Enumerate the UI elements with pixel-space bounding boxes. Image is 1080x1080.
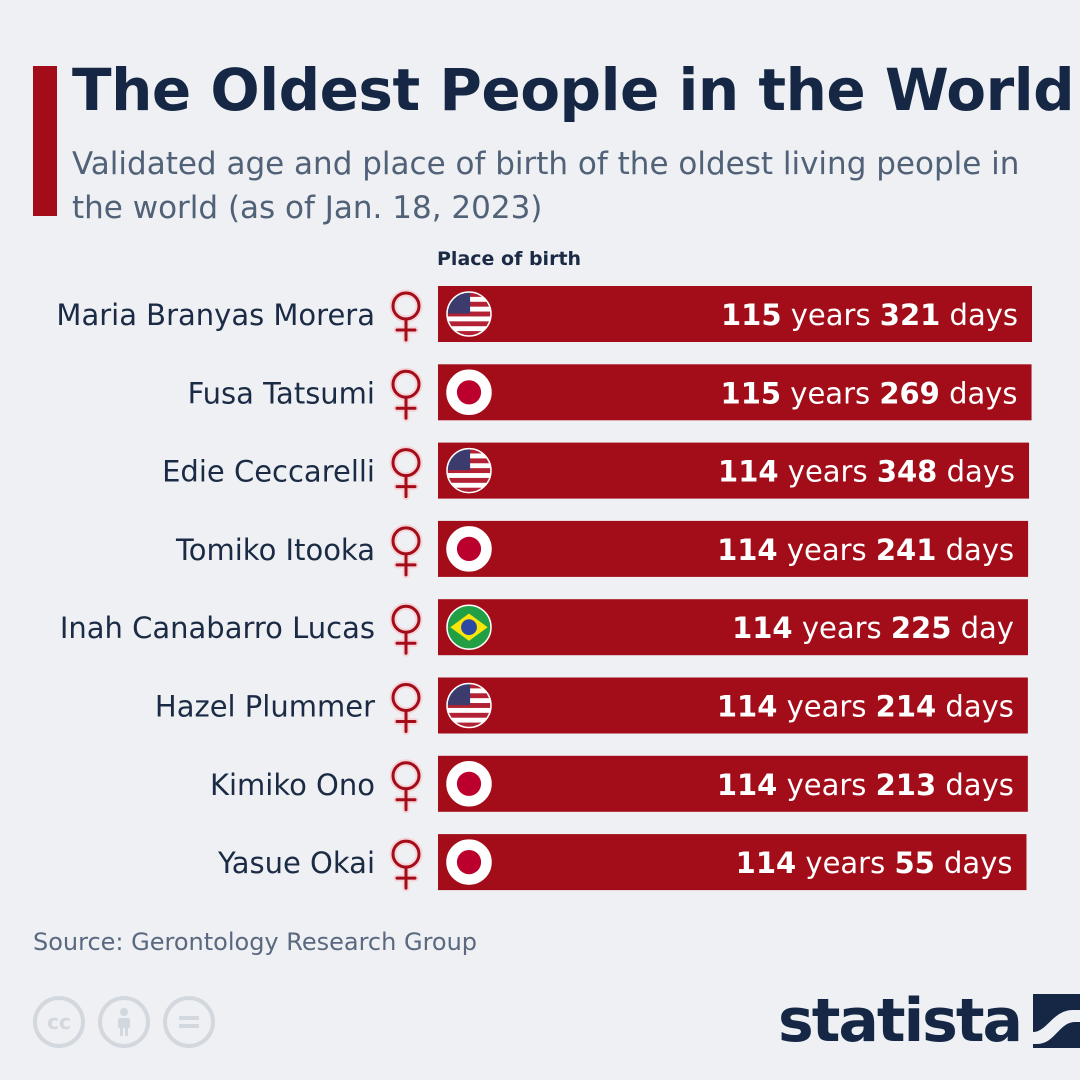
flag-japan-icon (446, 526, 492, 572)
bar (438, 520, 1029, 577)
flag-stripe (447, 717, 491, 723)
bar (438, 834, 1027, 891)
attribution-icon[interactable] (98, 996, 150, 1048)
female-circle (391, 761, 421, 791)
female-circle (391, 683, 421, 712)
flag-stripe (447, 707, 491, 714)
female-circle (391, 369, 421, 399)
flag-stripe (447, 468, 491, 474)
flag-stripe (447, 326, 491, 332)
flag-stripe (447, 321, 491, 327)
source-note: Source: Gerontology Research Group (33, 928, 478, 956)
flag-stripe (447, 712, 491, 719)
chart-row: Fusa Tatsumi 115 years 269 days (188, 364, 1032, 422)
flag-sun (456, 536, 482, 562)
flag-japan-icon (446, 761, 492, 807)
bar (438, 364, 1032, 421)
flag-stripe (447, 482, 491, 489)
flag-united-states-icon (446, 682, 492, 729)
flag-japan-icon (446, 369, 492, 416)
flag-united-states-icon (446, 447, 492, 494)
female-symbol-icon (389, 524, 423, 579)
female-circle (391, 839, 421, 869)
flag-ring (446, 369, 492, 416)
female-circle (391, 604, 421, 634)
data-label: 114 years 241 days (717, 533, 1014, 567)
flag-stripe (447, 331, 491, 336)
flag-stripe (447, 703, 491, 709)
bar (438, 442, 1030, 499)
flag-ring (446, 682, 492, 729)
flag-stripe (447, 311, 491, 317)
category-label: Edie Ceccarelli (162, 455, 375, 489)
female-symbol-icon (389, 446, 423, 501)
female-circle (391, 448, 421, 478)
data-label: 114 years 348 days (718, 455, 1015, 489)
category-label: Inah Canabarro Lucas (60, 611, 375, 645)
flag-ring (446, 447, 492, 494)
license-icons: cc (33, 996, 215, 1048)
female-symbol-icon (389, 759, 423, 814)
flag-brazil-icon (446, 604, 492, 650)
category-label: Kimiko Ono (210, 768, 375, 802)
statista-logo-icon (1033, 994, 1080, 1048)
statista-logo[interactable]: statista (778, 986, 1080, 1056)
data-label: 115 years 269 days (721, 376, 1018, 410)
flag-sun (456, 380, 482, 405)
flag-sun (456, 850, 482, 875)
creative-commons-icon[interactable]: cc (33, 996, 85, 1048)
chart-row: Tomiko Itooka 114 years 241 days (175, 520, 1029, 579)
flag-ring (446, 604, 492, 650)
chart-row: Maria Branyas Morera 115 years 321 days (56, 286, 1032, 344)
flag-ring (446, 526, 492, 572)
category-label: Hazel Plummer (155, 690, 375, 724)
chart-title: The Oldest People in the World (72, 56, 1075, 124)
chart-row: Edie Ceccarelli 114 years 348 days (162, 442, 1030, 501)
female-circle (391, 291, 421, 321)
chart-row: Yasue Okai 114 years 55 days (217, 834, 1027, 892)
flag-ring (446, 839, 492, 885)
chart-row: Kimiko Ono 114 years 213 days (210, 755, 1028, 814)
brand-name: statista (778, 986, 1023, 1056)
chart-row: Hazel Plummer 114 years 214 days (155, 677, 1028, 735)
flag-stripe (447, 487, 491, 493)
bar (438, 677, 1028, 734)
data-label: 114 years 214 days (717, 690, 1014, 724)
chart-subtitle: Validated age and place of birth of the … (72, 146, 1020, 226)
female-symbol-icon (389, 289, 423, 344)
bar-chart: Maria Branyas Morera 115 years 321 days Fu… (56, 286, 1032, 892)
title-accent-bar (33, 66, 57, 216)
flag-stripe (447, 316, 491, 322)
data-label: 114 years 213 days (717, 768, 1014, 802)
flag-stripe (447, 473, 491, 479)
bar (438, 286, 1032, 342)
flag-ring (446, 761, 492, 807)
flag-globe (461, 619, 477, 636)
flag-stripe (447, 722, 491, 728)
female-symbol-icon (389, 367, 423, 422)
flag-united-states-icon (446, 291, 492, 337)
category-label: Fusa Tatsumi (188, 376, 375, 410)
female-circle (391, 526, 421, 556)
no-derivatives-icon[interactable] (163, 996, 215, 1048)
data-label: 114 years 225 day (732, 611, 1014, 645)
female-symbol-icon (389, 681, 423, 735)
bar (438, 599, 1028, 656)
flag-stripe (447, 477, 491, 484)
category-label: Yasue Okai (217, 846, 375, 880)
female-symbol-icon (389, 837, 423, 892)
flag-sun (456, 771, 482, 796)
flag-ring (446, 291, 492, 337)
data-label: 114 years 55 days (736, 846, 1013, 880)
bar (438, 755, 1028, 812)
female-symbol-icon (389, 602, 423, 657)
place-of-birth-header: Place of birth (437, 248, 582, 270)
category-label: Tomiko Itooka (175, 533, 375, 567)
chart-row: Inah Canabarro Lucas 114 years 225 day (60, 599, 1028, 657)
category-label: Maria Branyas Morera (56, 298, 375, 332)
flag-japan-icon (446, 839, 492, 885)
data-label: 115 years 321 days (721, 298, 1018, 332)
